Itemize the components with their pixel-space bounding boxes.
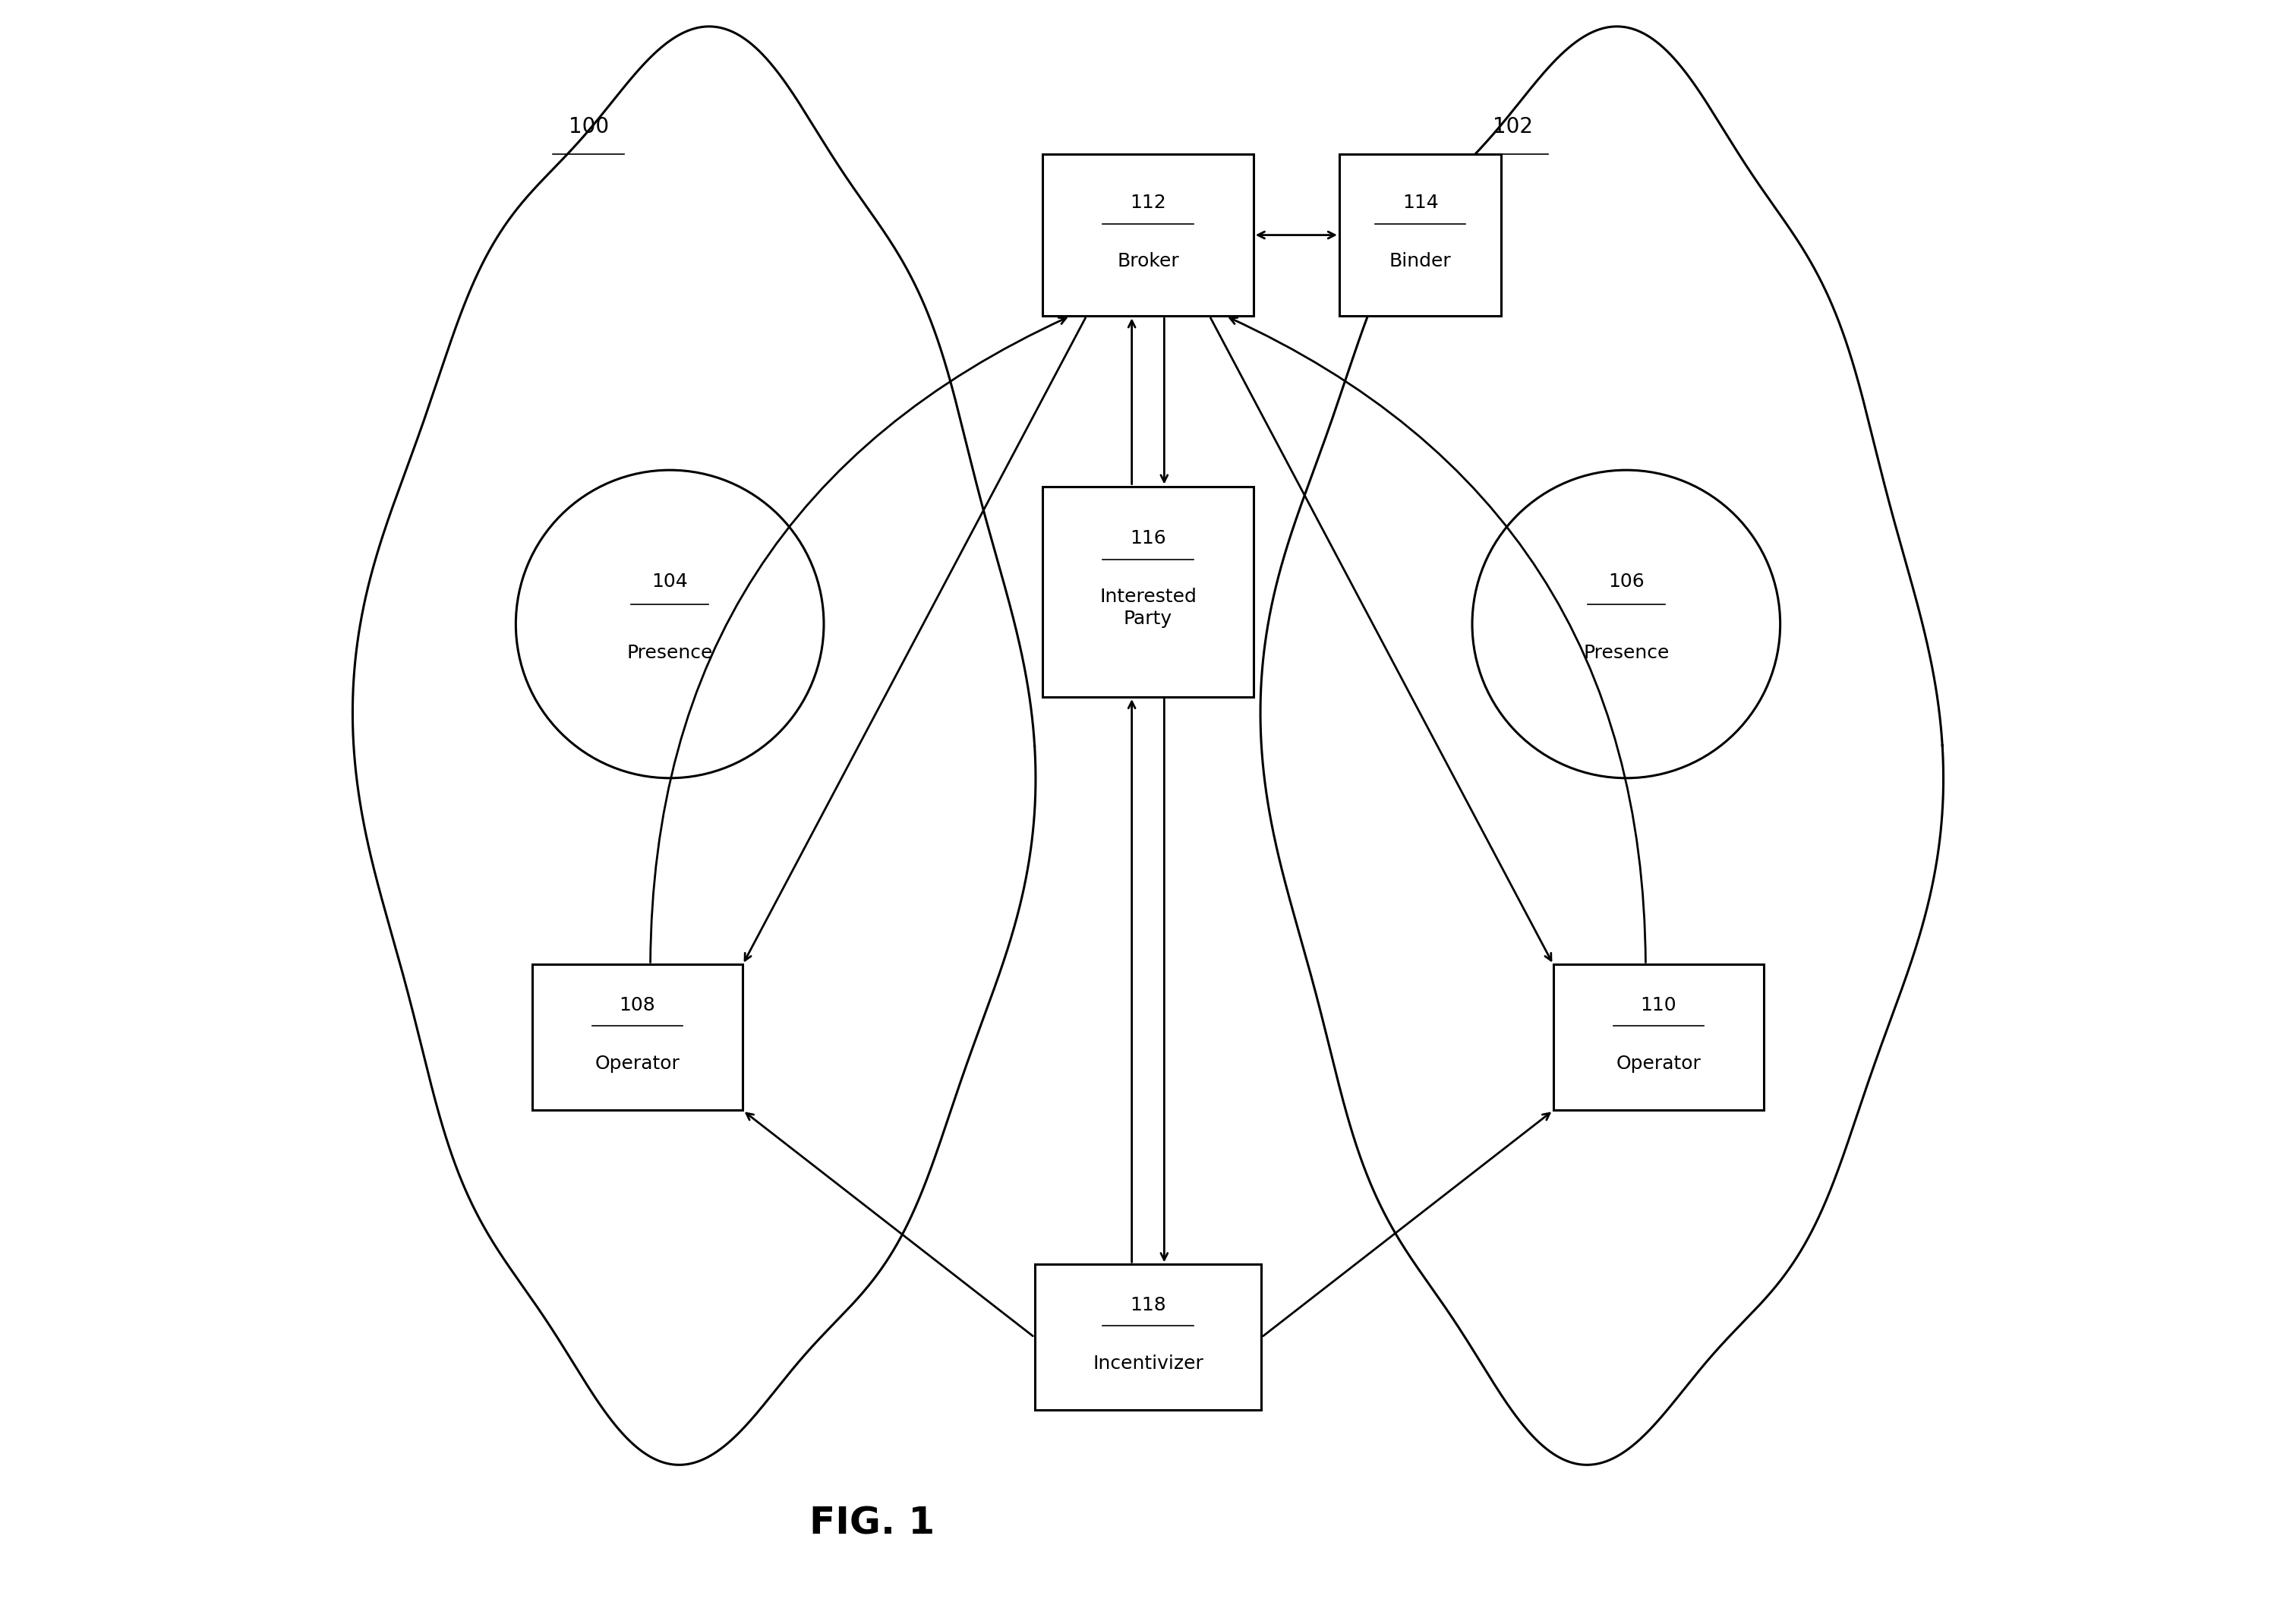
Text: 108: 108 [620,995,654,1015]
Text: Incentivizer: Incentivizer [1093,1354,1203,1373]
Text: 116: 116 [1130,528,1166,548]
Text: Binder: Binder [1389,251,1451,271]
Text: Operator: Operator [1616,1054,1701,1073]
FancyArrowPatch shape [1127,702,1134,1263]
Bar [1339,154,1502,316]
FancyArrowPatch shape [1258,232,1334,238]
FancyArrowPatch shape [744,318,1086,961]
Text: Broker: Broker [1116,251,1180,271]
FancyArrowPatch shape [1162,699,1169,1260]
FancyArrowPatch shape [1231,318,1646,963]
Text: Presence: Presence [627,644,712,663]
Text: 106: 106 [1607,572,1644,592]
Text: Interested
Party: Interested Party [1100,587,1196,629]
Text: 110: 110 [1642,995,1676,1015]
Bar [1042,486,1254,697]
Text: FIG. 1: FIG. 1 [810,1506,934,1542]
Bar [533,964,742,1110]
FancyArrowPatch shape [650,318,1065,963]
FancyArrowPatch shape [1210,318,1552,961]
Bar [1554,964,1763,1110]
Text: 114: 114 [1403,193,1440,212]
Text: 118: 118 [1130,1295,1166,1315]
FancyArrowPatch shape [1162,318,1169,481]
FancyArrowPatch shape [1127,321,1134,485]
Text: 100: 100 [569,117,608,138]
Text: 112: 112 [1130,193,1166,212]
Text: 102: 102 [1492,117,1534,138]
FancyArrowPatch shape [746,1114,1033,1336]
Bar [1042,154,1254,316]
FancyArrowPatch shape [1263,1114,1550,1336]
Text: 104: 104 [652,572,689,592]
Bar [1035,1264,1261,1410]
Text: Presence: Presence [1584,644,1669,663]
Text: Operator: Operator [595,1054,680,1073]
